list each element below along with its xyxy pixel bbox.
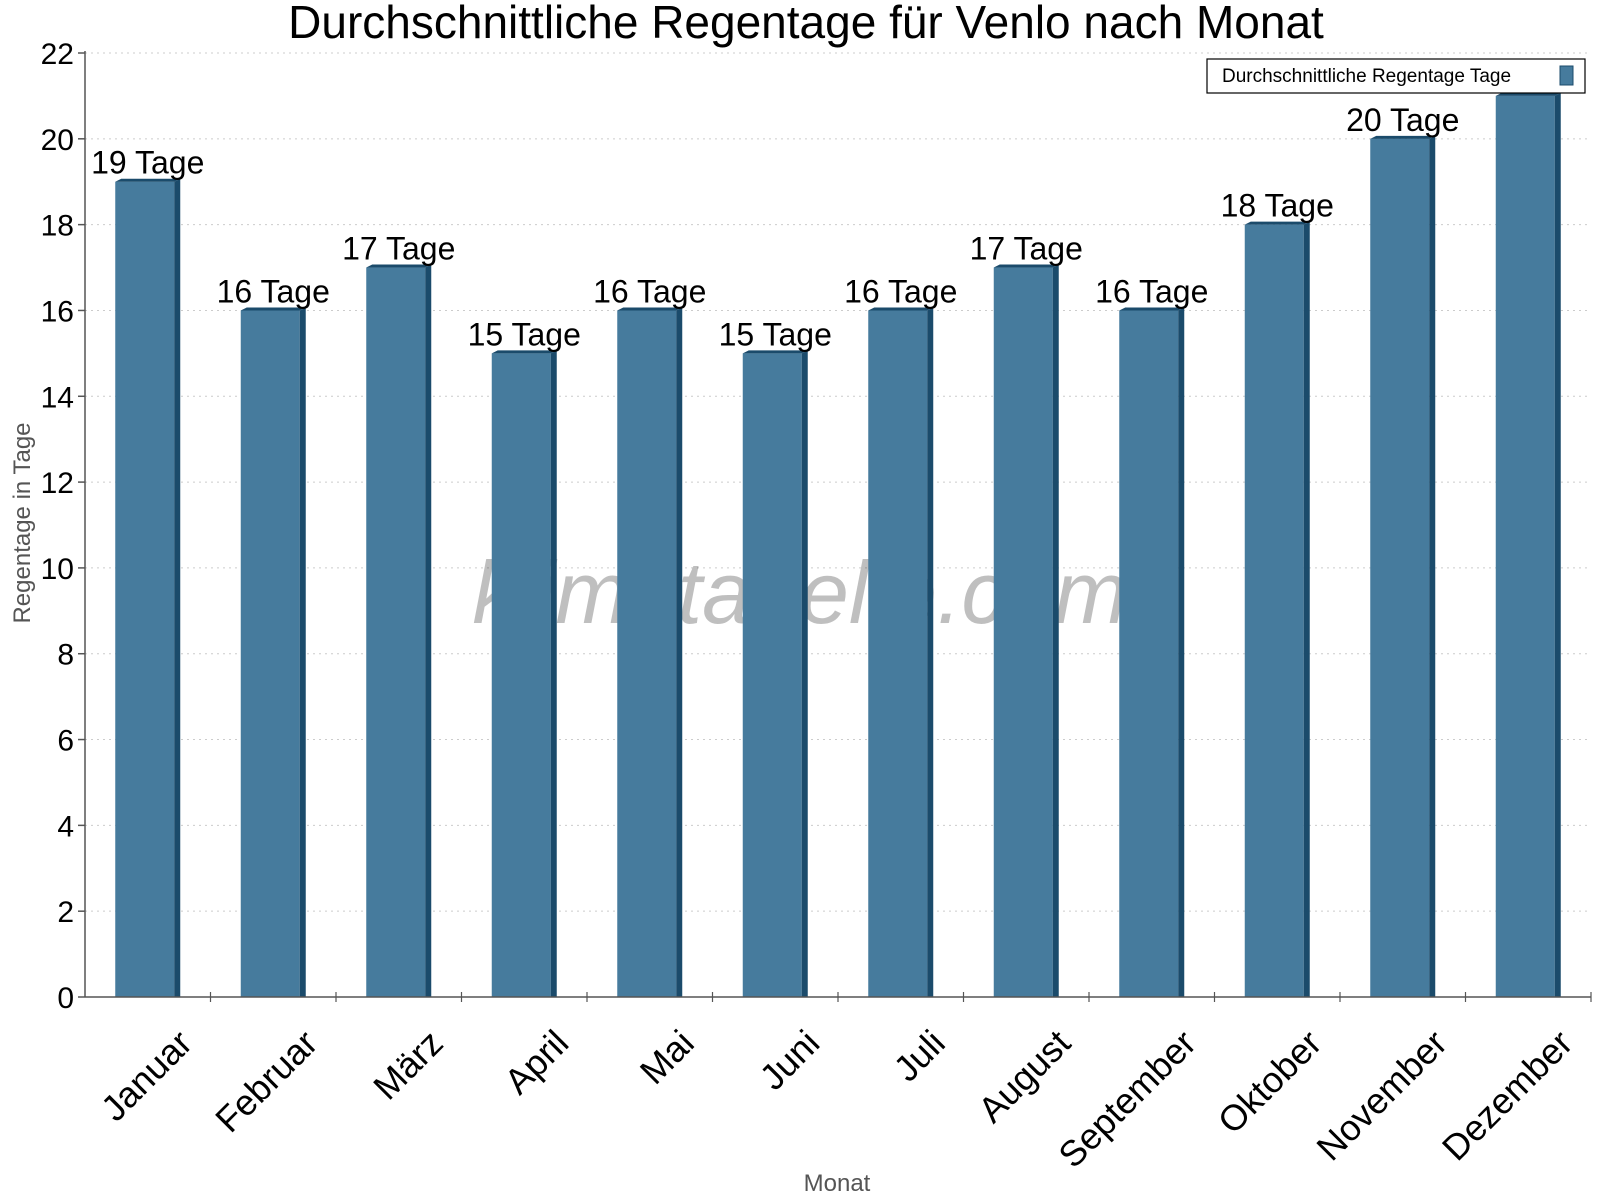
x-tick-label: Mai bbox=[632, 1022, 702, 1092]
y-tick-label: 6 bbox=[57, 725, 74, 758]
bar bbox=[240, 310, 300, 997]
y-tick-label: 4 bbox=[57, 810, 74, 843]
data-label: 16 Tage bbox=[217, 273, 330, 309]
bar-side bbox=[676, 307, 683, 997]
bar-side bbox=[1303, 221, 1310, 998]
x-tick-label: September bbox=[1050, 1022, 1204, 1176]
bar-top bbox=[617, 307, 683, 311]
bar bbox=[366, 267, 426, 998]
bar bbox=[115, 181, 175, 997]
bars bbox=[115, 92, 1561, 998]
x-tick-label: August bbox=[970, 1022, 1078, 1130]
data-label: 15 Tage bbox=[719, 316, 832, 352]
y-tick-label: 2 bbox=[57, 896, 74, 929]
bar-side bbox=[927, 307, 934, 997]
bar bbox=[617, 310, 677, 997]
data-label: 19 Tage bbox=[91, 145, 204, 181]
x-tick-label: Juni bbox=[752, 1022, 828, 1098]
bar bbox=[1119, 310, 1179, 997]
gridlines bbox=[85, 52, 1591, 912]
y-tick-label: 14 bbox=[41, 381, 74, 414]
x-axis-label: Monat bbox=[804, 1170, 871, 1197]
bar bbox=[993, 267, 1053, 998]
bar-top bbox=[1495, 92, 1561, 96]
y-tick-label: 12 bbox=[41, 467, 74, 500]
data-labels: 19 Tage 16 Tage 17 Tage 15 Tage 16 Tage 15 Ta… bbox=[91, 102, 1459, 353]
bar bbox=[1370, 138, 1430, 997]
bar-top bbox=[993, 264, 1059, 268]
data-label: 16 Tage bbox=[593, 273, 706, 309]
bar-top bbox=[868, 307, 934, 311]
legend-swatch bbox=[1559, 65, 1574, 86]
bar-top bbox=[742, 350, 808, 354]
data-label: 15 Tage bbox=[468, 316, 581, 352]
data-label: 18 Tage bbox=[1221, 188, 1334, 224]
y-tick-label: 8 bbox=[57, 639, 74, 672]
x-tick-label: Januar bbox=[93, 1022, 200, 1129]
x-tick-labels: Januar Februar März April Mai Juni Juli AugustS… bbox=[93, 1022, 1580, 1176]
bar-top bbox=[1244, 221, 1310, 225]
bar-side bbox=[1178, 307, 1185, 997]
bar-side bbox=[299, 307, 306, 997]
axes bbox=[78, 51, 1592, 1002]
bar-side bbox=[801, 350, 808, 997]
data-label: 17 Tage bbox=[342, 231, 455, 267]
bar bbox=[1244, 224, 1304, 998]
legend-box bbox=[1206, 58, 1586, 94]
data-label: 20 Tage bbox=[1346, 102, 1459, 138]
bar bbox=[491, 353, 551, 997]
bar-top bbox=[366, 264, 432, 268]
bar bbox=[1495, 95, 1555, 998]
chart-title: Durchschnittliche Regentage für Venlo na… bbox=[288, 0, 1324, 48]
x-tick-label: Februar bbox=[207, 1022, 325, 1140]
x-tick-label: Oktober bbox=[1210, 1022, 1330, 1142]
bar-side bbox=[1554, 92, 1561, 998]
x-tick-label: November bbox=[1308, 1022, 1454, 1168]
legend: Durchschnittliche Regentage Tage bbox=[1206, 58, 1586, 94]
data-label: 16 Tage bbox=[1095, 273, 1208, 309]
bar-top bbox=[115, 178, 181, 182]
legend-label: Durchschnittliche Regentage Tage bbox=[1222, 66, 1511, 87]
bar-side bbox=[1052, 264, 1059, 998]
x-tick-label: März bbox=[365, 1022, 451, 1108]
x-tick-label: April bbox=[496, 1022, 576, 1102]
y-tick-label: 16 bbox=[41, 295, 74, 328]
y-tick-label: 18 bbox=[41, 210, 74, 243]
y-tick-label: 10 bbox=[41, 553, 74, 586]
bar-side bbox=[425, 264, 432, 998]
bar-top bbox=[1370, 135, 1436, 139]
data-label: 17 Tage bbox=[970, 231, 1083, 267]
y-axis-label: Regentage in Tage bbox=[9, 422, 36, 623]
bar-top bbox=[491, 350, 557, 354]
bar-side bbox=[550, 350, 557, 997]
bar bbox=[868, 310, 928, 997]
y-tick-labels: 0 2 4 6 8 10 12 14 16 18 20 22 bbox=[41, 38, 74, 1015]
data-label: 16 Tage bbox=[844, 273, 957, 309]
bar-top bbox=[1119, 307, 1185, 311]
y-tick-label: 0 bbox=[57, 982, 74, 1015]
bar-side bbox=[174, 178, 181, 997]
x-tick-label: Juli bbox=[886, 1022, 953, 1089]
y-tick-label: 20 bbox=[41, 124, 74, 157]
x-tick-label: Dezember bbox=[1434, 1022, 1580, 1168]
bar-side bbox=[1429, 135, 1436, 997]
y-tick-label: 22 bbox=[41, 38, 74, 71]
bar bbox=[742, 353, 802, 997]
bar-top bbox=[240, 307, 306, 311]
